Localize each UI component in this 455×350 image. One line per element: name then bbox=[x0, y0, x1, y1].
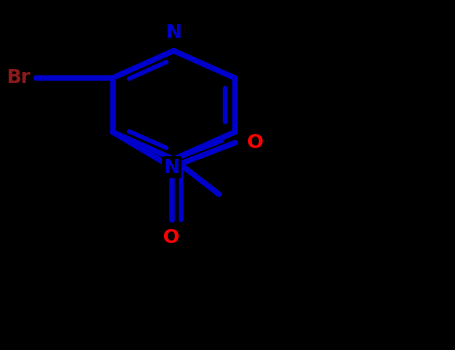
Text: Br: Br bbox=[7, 68, 31, 88]
Text: O: O bbox=[163, 229, 180, 247]
Text: N: N bbox=[166, 23, 182, 42]
Text: O: O bbox=[247, 133, 263, 152]
Text: N: N bbox=[164, 158, 180, 177]
